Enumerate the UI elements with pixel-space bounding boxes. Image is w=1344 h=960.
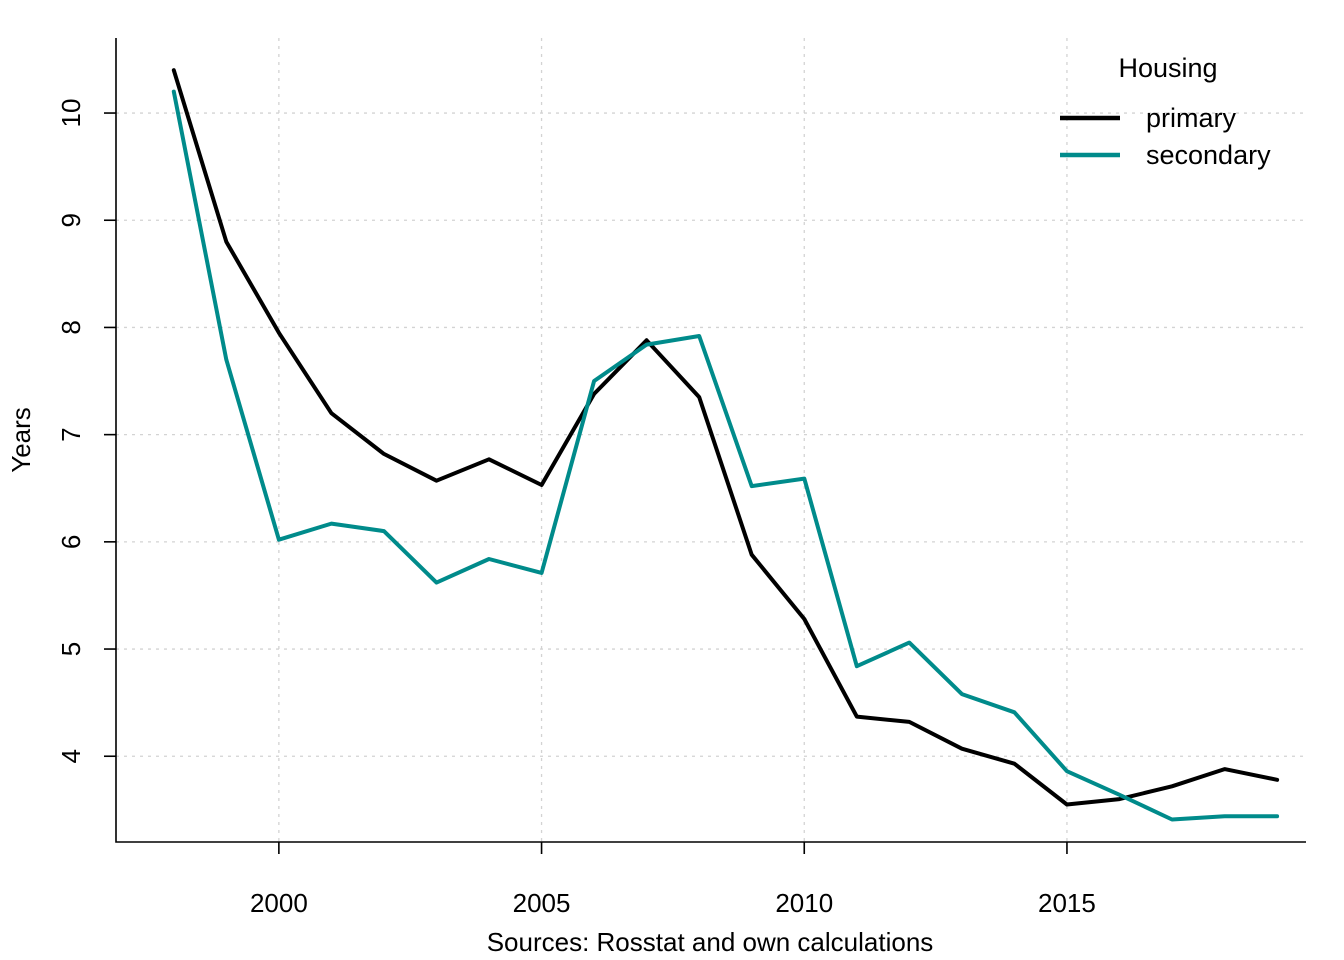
y-tick-label: 8: [56, 320, 86, 334]
y-tick-label: 4: [56, 749, 86, 763]
series-line-primary: [171, 68, 1280, 807]
legend-label-secondary: secondary: [1146, 140, 1271, 170]
legend: Housing primary secondary: [1060, 53, 1271, 170]
y-tick-label: 5: [56, 642, 86, 656]
series-line-secondary: [171, 89, 1280, 822]
y-tick-label: 10: [56, 99, 86, 128]
x-tick-label: 2005: [513, 888, 571, 918]
legend-label-primary: primary: [1146, 103, 1237, 133]
series-layer: [171, 68, 1280, 822]
y-tick-label: 9: [56, 213, 86, 227]
plot-frame-axes: [115, 38, 1306, 843]
x-axis: 2000 2005 2010 2015: [250, 842, 1096, 918]
y-tick-label: 6: [56, 535, 86, 549]
grid: [116, 38, 1306, 842]
x-tick-label: 2015: [1038, 888, 1096, 918]
y-axis-title: Years: [6, 407, 36, 473]
x-tick-label: 2010: [775, 888, 833, 918]
y-tick-label: 7: [56, 427, 86, 441]
legend-title: Housing: [1118, 53, 1217, 83]
x-tick-label: 2000: [250, 888, 308, 918]
x-axis-title: Sources: Rosstat and own calculations: [487, 927, 934, 957]
y-axis: 4 5 6 7 8 9 10: [56, 99, 116, 763]
